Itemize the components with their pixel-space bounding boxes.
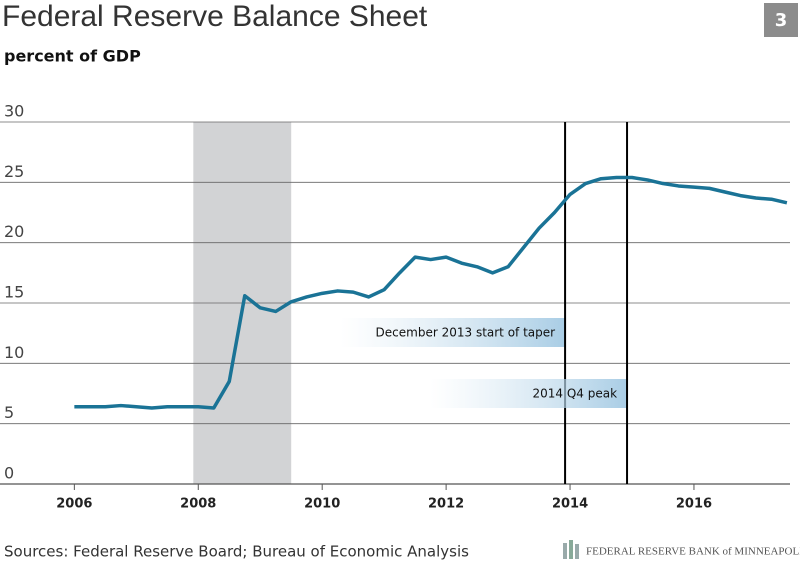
annotation-label: December 2013 start of taper bbox=[376, 326, 556, 340]
badge: 3 bbox=[775, 10, 788, 31]
annotation-box bbox=[340, 318, 566, 347]
y-tick-label: 0 bbox=[4, 464, 14, 483]
badge-bg bbox=[764, 3, 798, 37]
y-tick-label: 20 bbox=[4, 222, 24, 241]
y-tick-label: 5 bbox=[4, 403, 14, 422]
x-tick-label: 2014 bbox=[552, 497, 588, 512]
annotation-label: 2014 Q4 peak bbox=[532, 387, 617, 401]
x-tick-label: 2016 bbox=[676, 497, 712, 512]
x-tick-label: 2010 bbox=[304, 497, 340, 512]
subtitle: percent of GDP bbox=[4, 47, 141, 66]
footer: FEDERAL RESERVE BANK of MINNEAPOLIS bbox=[586, 546, 800, 558]
y-tick-label: 25 bbox=[4, 162, 24, 181]
y-tick-label: 15 bbox=[4, 283, 24, 302]
x-tick-label: 2012 bbox=[428, 497, 464, 512]
chart-title: Federal Reserve Balance Sheet bbox=[2, 0, 428, 33]
annotation-box bbox=[430, 379, 628, 408]
y-tick-label: 30 bbox=[4, 102, 24, 121]
source: Sources: Federal Reserve Board; Bureau o… bbox=[4, 543, 469, 561]
x-tick-label: 2008 bbox=[180, 497, 216, 512]
footer-logo bbox=[563, 540, 579, 559]
y-tick-label: 10 bbox=[4, 343, 24, 362]
series-line bbox=[74, 175, 788, 410]
x-tick-label: 2006 bbox=[56, 497, 92, 512]
